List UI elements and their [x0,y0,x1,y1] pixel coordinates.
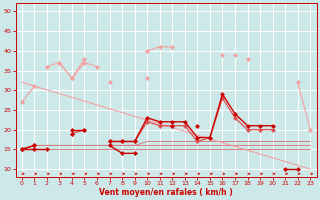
X-axis label: Vent moyen/en rafales ( km/h ): Vent moyen/en rafales ( km/h ) [99,188,233,197]
